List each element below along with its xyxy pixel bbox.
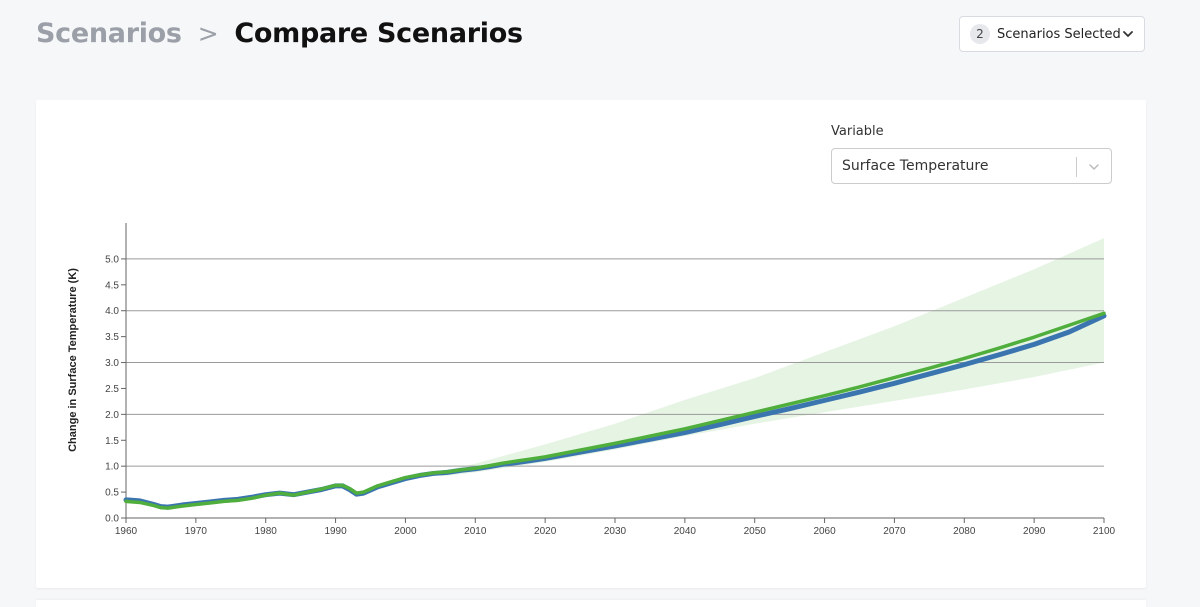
x-tick-label: 1960 [115, 526, 138, 537]
y-tick-label: 0.5 [105, 488, 119, 499]
y-tick-label: 2.0 [105, 410, 119, 421]
scenarios-selected-label: Scenarios Selected [997, 26, 1121, 42]
y-tick-label: 3.0 [105, 358, 119, 369]
scenario-count-badge: 2 [970, 24, 990, 44]
x-tick-label: 2010 [464, 526, 487, 537]
x-tick-label: 2050 [744, 526, 767, 537]
chart-card: Variable Surface Temperature 0.0 0.5 1.0 1.… [36, 100, 1146, 588]
variable-select[interactable]: Surface Temperature [831, 148, 1112, 184]
page-title: Compare Scenarios [234, 18, 523, 49]
y-tick-label: 5.0 [105, 254, 119, 265]
variable-label: Variable [831, 124, 884, 139]
x-tick-label: 2100 [1093, 526, 1116, 537]
x-tick-label: 1970 [185, 526, 208, 537]
x-tick-label: 1980 [255, 526, 278, 537]
x-tick-label: 2080 [953, 526, 976, 537]
x-tick-label: 2000 [394, 526, 417, 537]
y-tick-label: 4.0 [105, 306, 119, 317]
chevron-down-icon [1123, 31, 1133, 37]
breadcrumb-separator: > [197, 19, 219, 48]
x-tick-label: 2030 [604, 526, 627, 537]
y-axis-label: Change in Surface Temperature (K) [67, 268, 79, 452]
select-divider [1076, 157, 1077, 177]
x-tick-label: 2020 [534, 526, 557, 537]
breadcrumb-scenarios-link[interactable]: Scenarios [36, 18, 182, 49]
x-tick-label: 2090 [1023, 526, 1046, 537]
uncertainty-band [440, 238, 1104, 477]
breadcrumb: Scenarios > Compare Scenarios [36, 18, 523, 49]
x-tick-label: 2040 [674, 526, 697, 537]
y-tick-label: 2.5 [105, 384, 119, 395]
chevron-down-icon [1089, 164, 1099, 170]
y-tick-label: 1.0 [105, 462, 119, 473]
scenarios-selected-dropdown[interactable]: 2 Scenarios Selected [959, 16, 1145, 52]
next-card-edge [36, 600, 1146, 607]
y-tick-label: 1.5 [105, 436, 119, 447]
temperature-line-chart: 0.0 0.5 1.0 1.5 2.0 2.5 3.0 3.5 4.0 4.5 5.0 1960 197… [67, 223, 1116, 537]
y-tick-label: 0.0 [105, 514, 119, 525]
x-tick-label: 1990 [324, 526, 347, 537]
variable-select-value: Surface Temperature [842, 158, 989, 174]
series-line-2 [124, 311, 1106, 510]
x-tick-label: 2070 [883, 526, 906, 537]
x-tick-label: 2060 [813, 526, 836, 537]
y-tick-label: 3.5 [105, 332, 119, 343]
y-tick-label: 4.5 [105, 280, 119, 291]
